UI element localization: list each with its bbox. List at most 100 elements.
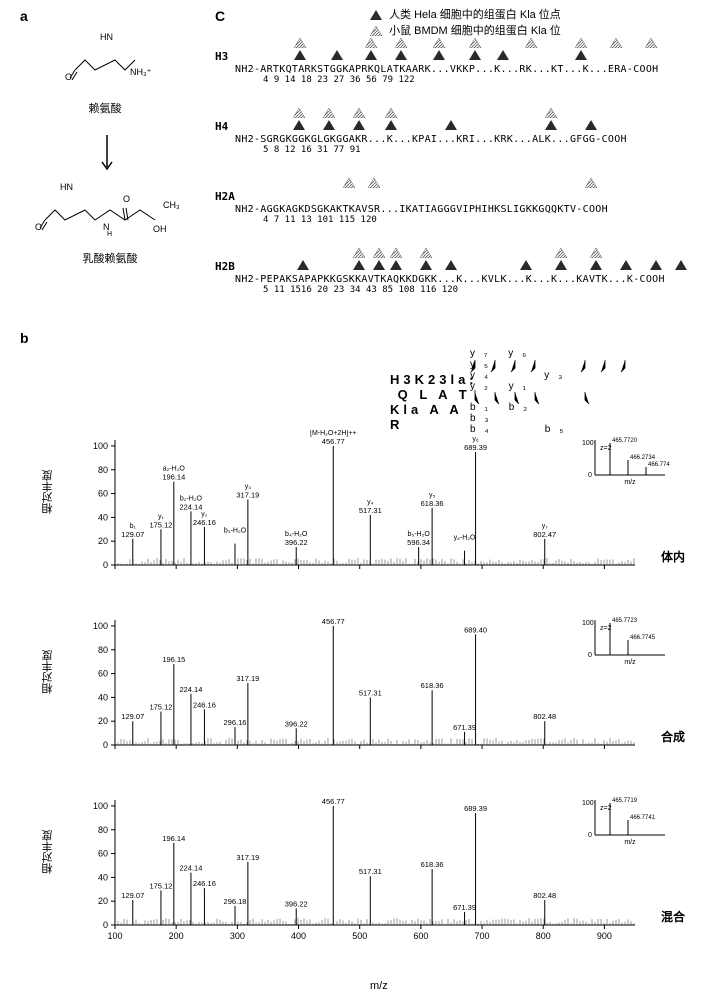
xaxis-label: m/z <box>370 980 388 992</box>
svg-text:20: 20 <box>98 536 108 546</box>
svg-text:0: 0 <box>103 740 108 750</box>
lysine-label: 赖氨酸 <box>45 100 165 116</box>
svg-text:m/z: m/z <box>624 839 636 845</box>
panel-a-label: a <box>20 8 28 24</box>
svg-text:100: 100 <box>107 931 122 941</box>
histone-label: H2A <box>215 190 235 203</box>
svg-text:b₅-H₂O: b₅-H₂O <box>408 531 431 538</box>
svg-text:224.14: 224.14 <box>179 864 202 873</box>
svg-text:80: 80 <box>98 825 108 835</box>
inset-zoom: 100 0 z=2465.7719466.7741m/z <box>580 795 670 845</box>
svg-text:40: 40 <box>98 872 108 882</box>
svg-text:300: 300 <box>230 931 245 941</box>
svg-text:196.14: 196.14 <box>162 473 185 482</box>
svg-text:80: 80 <box>98 645 108 655</box>
svg-text:400: 400 <box>291 931 306 941</box>
spectrum-体内: 020406080100129.07b₁175.12y₁196.14a₂-H₂O… <box>80 430 680 580</box>
histone-row-H3: H3 NH2-ARTKQTARKSTGGKAPRKQLATKAARK...VKK… <box>235 50 695 85</box>
svg-text:466.2734: 466.2734 <box>630 455 656 461</box>
histone-row-H2B: H2B NH2-PEPAKSAPAPKKGSKKAVTKAQKKDGKK...K… <box>235 260 695 295</box>
svg-text:b₄-H₂O: b₄-H₂O <box>285 531 308 538</box>
reaction-arrow <box>100 135 114 180</box>
inset-zoom: 100 0 z=2465.7720466.2734466.7748m/z <box>580 435 670 485</box>
svg-text:465.7723: 465.7723 <box>612 618 638 624</box>
svg-text:80: 80 <box>98 465 108 475</box>
lysine-structure: HN O NH₃⁺ 赖氨酸 <box>45 30 165 116</box>
svg-text:465.7720: 465.7720 <box>612 438 638 444</box>
svg-text:60: 60 <box>98 489 108 499</box>
svg-text:b₃-H₂O: b₃-H₂O <box>224 528 247 535</box>
svg-text:618.36: 618.36 <box>421 681 444 690</box>
svg-text:700: 700 <box>475 931 490 941</box>
svg-text:20: 20 <box>98 716 108 726</box>
svg-text:689.40: 689.40 <box>464 625 487 634</box>
svg-text:y₄: y₄ <box>367 499 374 506</box>
histone-row-H4: H4 NH2-SGRGKGGKGLGKGGAKR...K...KPAI...KR… <box>235 120 695 155</box>
sample-label: 混合 <box>661 908 685 925</box>
svg-text:600: 600 <box>413 931 428 941</box>
svg-text:0: 0 <box>588 652 592 659</box>
svg-text:800: 800 <box>536 931 551 941</box>
svg-text:40: 40 <box>98 692 108 702</box>
lactyllysine-label: 乳酸赖氨酸 <box>30 250 190 266</box>
svg-text:H: H <box>107 231 112 238</box>
svg-text:100: 100 <box>93 441 108 451</box>
svg-text:0: 0 <box>588 472 592 479</box>
svg-text:y₇: y₇ <box>542 523 549 530</box>
svg-text:175.12: 175.12 <box>149 703 172 712</box>
svg-text:20: 20 <box>98 896 108 906</box>
svg-text:618.36: 618.36 <box>421 860 444 869</box>
svg-text:y₆-H₂O: y₆-H₂O <box>454 535 476 542</box>
svg-text:196.15: 196.15 <box>162 655 185 664</box>
svg-text:689.39: 689.39 <box>464 443 487 452</box>
svg-text:CH₃: CH₃ <box>163 200 180 210</box>
svg-text:b₁: b₁ <box>130 523 137 530</box>
triangle-solid-icon <box>370 10 382 20</box>
svg-text:466.7748: 466.7748 <box>648 462 670 468</box>
svg-text:224.14: 224.14 <box>179 502 202 511</box>
histone-label: H4 <box>215 120 228 133</box>
svg-text:100: 100 <box>93 621 108 631</box>
svg-text:175.12: 175.12 <box>149 520 172 529</box>
svg-text:396.22: 396.22 <box>285 899 308 908</box>
svg-text:100: 100 <box>582 440 594 447</box>
yaxis-label: 相对丰度 <box>40 830 56 874</box>
svg-text:y₂: y₂ <box>201 511 208 518</box>
histone-positions: 5 8 12 16 31 77 91 <box>263 145 695 155</box>
sample-label: 合成 <box>661 728 685 745</box>
svg-text:100: 100 <box>93 801 108 811</box>
svg-text:466.7741: 466.7741 <box>630 815 656 821</box>
svg-text:456.77: 456.77 <box>322 797 345 806</box>
svg-text:0: 0 <box>588 832 592 839</box>
svg-text:a₂-H₂O: a₂-H₂O <box>163 466 186 473</box>
svg-text:y₃: y₃ <box>245 484 252 491</box>
svg-text:0: 0 <box>103 560 108 570</box>
svg-text:296.16: 296.16 <box>224 718 247 727</box>
panel-b-label: b <box>20 330 29 346</box>
histone-positions: 4 7 11 13 101 115 120 <box>263 215 695 225</box>
svg-text:0: 0 <box>103 920 108 930</box>
svg-text:60: 60 <box>98 669 108 679</box>
svg-text:396.22: 396.22 <box>285 538 308 547</box>
histone-seq: NH2-ARTKQTARKSTGGKAPRKQLATKAARK...VKKP..… <box>235 64 695 75</box>
svg-text:HN: HN <box>60 182 73 192</box>
svg-text:500: 500 <box>352 931 367 941</box>
yaxis-label: 相对丰度 <box>40 650 56 694</box>
svg-text:200: 200 <box>169 931 184 941</box>
svg-text:60: 60 <box>98 849 108 859</box>
svg-text:175.12: 175.12 <box>149 881 172 890</box>
histone-positions: 4 9 14 18 23 27 36 56 79 122 <box>263 75 695 85</box>
svg-text:517.31: 517.31 <box>359 688 382 697</box>
legend-bmdm: 小鼠 BMDM 细胞中的组蛋白 Kla 位 <box>370 22 561 38</box>
svg-text:802.48: 802.48 <box>533 891 556 900</box>
yaxis-label: 相对丰度 <box>40 470 56 514</box>
svg-text:317.19: 317.19 <box>236 853 259 862</box>
svg-text:900: 900 <box>597 931 612 941</box>
svg-text:456.77: 456.77 <box>322 437 345 446</box>
legend-hela: 人类 Hela 细胞中的组蛋白 Kla 位点 <box>370 6 561 22</box>
svg-text:196.14: 196.14 <box>162 834 185 843</box>
svg-text:689.39: 689.39 <box>464 804 487 813</box>
panel-c-label: C <box>215 8 225 24</box>
svg-text:671.39: 671.39 <box>453 723 476 732</box>
svg-text:m/z: m/z <box>624 479 636 485</box>
